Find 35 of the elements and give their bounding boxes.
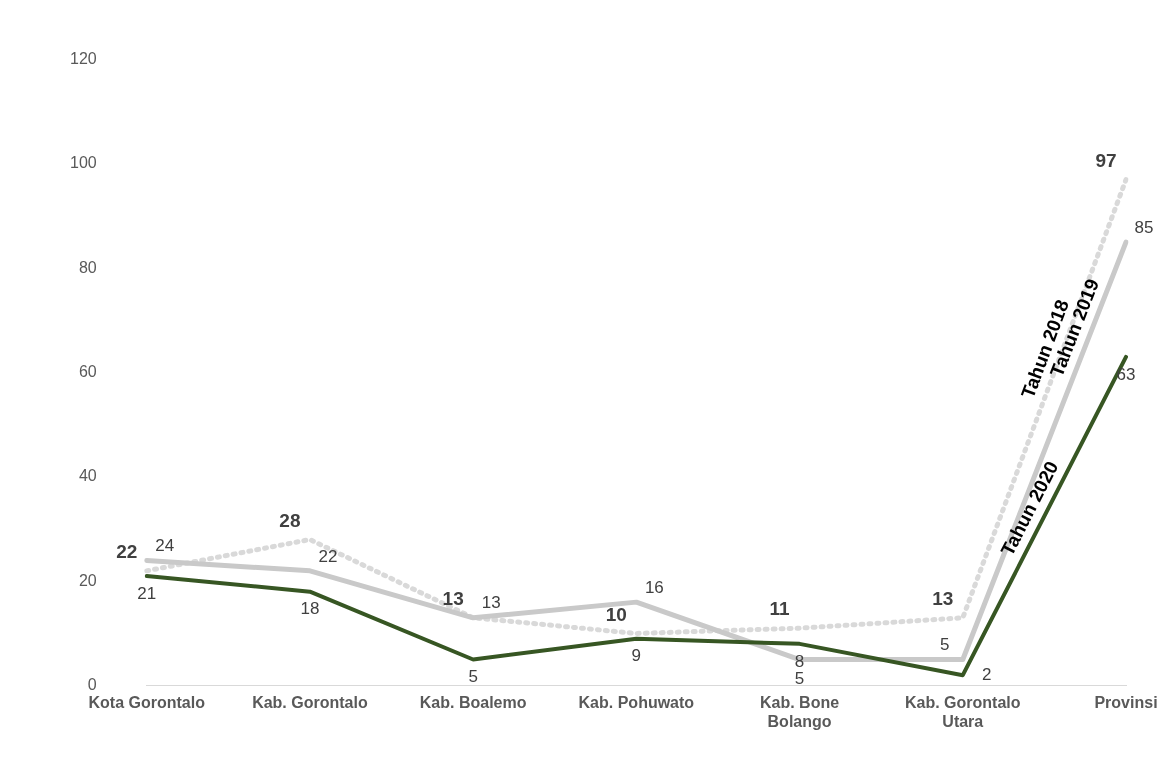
data-label: 97 [1095,149,1117,171]
data-label: 22 [116,541,138,563]
x-tick-label: Kab. Gorontalo Utara [905,693,1021,730]
data-label: 63 [1116,364,1136,384]
data-label: 2 [982,664,992,684]
y-tick-label: 120 [69,50,97,68]
x-tick-label: Kab. Gorontalo [252,693,368,711]
y-tick-label: 20 [78,571,97,589]
x-tick-label: Kab. Bone Bolango [760,693,840,730]
data-label: 85 [1134,217,1154,237]
data-label: 22 [318,546,338,566]
data-label: 5 [468,667,478,687]
data-label: 9 [631,646,642,666]
x-tick-label: Kab. Pohuwato [578,693,695,711]
data-label: 16 [644,577,664,597]
data-label: 21 [137,583,157,603]
data-label: 13 [481,593,501,613]
data-label: 11 [769,598,791,620]
data-label: 24 [155,536,175,556]
y-tick-label: 80 [78,258,97,276]
x-tick-label: Kota Gorontalo [88,693,206,711]
y-tick-label: 60 [78,363,97,381]
y-tick-label: 100 [69,154,97,172]
data-label: 5 [794,669,805,689]
y-tick-label: 40 [78,467,97,485]
data-label: 8 [794,651,805,671]
x-tick-label: Provinsi [1094,693,1158,711]
x-tick-label: Kab. Boalemo [419,693,527,711]
y-tick-label: 0 [87,676,97,694]
data-label: 18 [300,599,320,619]
data-label: 13 [442,588,464,610]
data-label: 5 [940,635,950,655]
data-label: 10 [605,603,627,625]
data-label: 13 [932,588,954,610]
data-label: 28 [279,509,301,531]
